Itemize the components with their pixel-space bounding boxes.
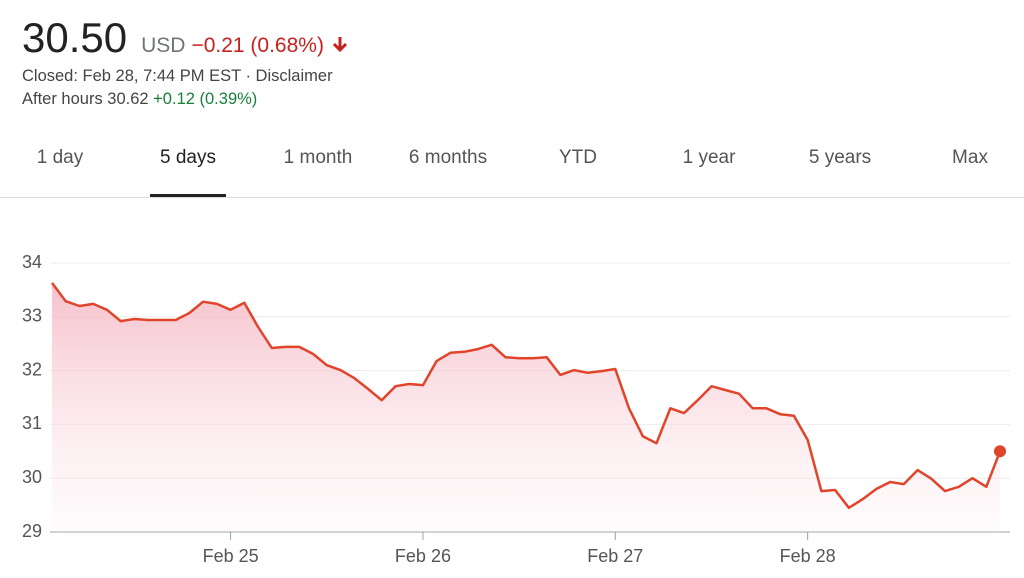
range-tab[interactable]: YTD <box>559 147 597 168</box>
status: Closed: Feb 28, 7:44 PM EST · Disclaimer <box>22 67 333 85</box>
range-tabs: 1 day 5 days 1 month 6 months YTD 1 year 5 yea… <box>0 135 1024 198</box>
last-point <box>994 445 1006 458</box>
down-arrow <box>332 37 348 53</box>
after-hours-change: +0.12 (0.39%) <box>153 90 258 108</box>
change: −0.21 (0.68%) <box>191 34 324 57</box>
currency: USD <box>141 34 186 57</box>
price: 30.50 <box>22 14 128 61</box>
chart: 29 30 31 32 33 34 Feb 25 Feb 26 Feb 27 Feb 28 <box>22 252 1010 566</box>
after-hours-price: After hours 30.62 <box>22 90 149 108</box>
range-tab[interactable]: 1 day <box>36 147 84 168</box>
x-tick-label: Feb 27 <box>587 546 643 566</box>
y-tick-label: 32 <box>22 359 42 379</box>
range-tab[interactable]: 1 month <box>283 147 353 168</box>
quote: 30.50 USD −0.21 (0.68%) <box>22 14 348 64</box>
range-tab[interactable]: 5 days <box>160 147 216 168</box>
x-tick-label: Feb 25 <box>203 546 259 566</box>
y-tick-label: 29 <box>22 521 42 541</box>
y-tick-label: 31 <box>22 413 42 433</box>
y-tick-label: 30 <box>22 467 42 487</box>
range-tab[interactable]: Max <box>952 147 988 168</box>
y-tick-label: 33 <box>22 306 42 326</box>
active-tab-indicator <box>150 194 226 197</box>
range-tab[interactable]: 6 months <box>408 147 488 168</box>
y-tick-label: 34 <box>22 252 42 272</box>
after-hours: After hours 30.62 +0.12 (0.39%) <box>22 90 257 109</box>
range-tab[interactable]: 5 years <box>808 147 872 168</box>
range-tab[interactable]: 1 year <box>682 147 736 168</box>
x-tick-label: Feb 28 <box>780 546 836 566</box>
price-line <box>50 282 1002 510</box>
area-fill <box>52 282 1000 532</box>
x-tick-label: Feb 26 <box>395 546 451 566</box>
